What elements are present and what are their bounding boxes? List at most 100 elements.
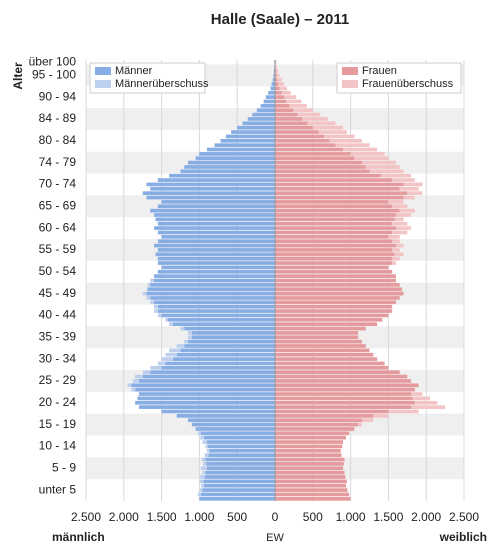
bar-men: [137, 396, 275, 401]
bar-men-surplus: [154, 304, 158, 309]
bar-women: [275, 365, 389, 370]
bar-women: [275, 134, 325, 139]
bar-women: [275, 117, 303, 121]
bar-men: [271, 82, 275, 86]
bar-women: [275, 466, 344, 471]
x-tick-label: 0: [272, 510, 279, 524]
bar-men-surplus: [169, 322, 173, 326]
bar-women: [275, 444, 343, 449]
bar-women-surplus: [343, 147, 378, 152]
bar-men: [206, 147, 275, 152]
bar-men: [150, 296, 275, 300]
y-tick-label: 65 - 69: [39, 198, 77, 212]
y-tick-label: 90 - 94: [39, 89, 77, 103]
bar-women: [275, 462, 344, 466]
bar-women-surplus: [335, 143, 370, 147]
bar-men: [135, 400, 275, 405]
bar-women-surplus: [395, 226, 412, 230]
bar-men-surplus: [188, 335, 192, 340]
bar-women-surplus: [278, 82, 285, 86]
bar-women: [275, 422, 359, 427]
y-tick-label: 60 - 64: [39, 220, 77, 234]
bar-women-surplus: [411, 405, 446, 409]
bar-women: [275, 274, 396, 278]
y-tick-label: 80 - 84: [39, 133, 77, 147]
bar-women: [275, 125, 313, 130]
bar-men: [161, 313, 275, 318]
bar-women-surplus: [302, 117, 328, 121]
bar-women: [275, 230, 393, 235]
bar-men-surplus: [184, 339, 189, 344]
y-tick-label: 74 - 79: [39, 155, 77, 169]
x-tick-label: 2.500: [449, 510, 479, 524]
bar-women: [275, 300, 396, 305]
bar-men: [191, 335, 275, 340]
bar-men: [242, 121, 275, 126]
bar-women: [275, 405, 412, 409]
bar-men: [200, 431, 275, 436]
bar-women-surplus: [369, 169, 404, 174]
bar-women: [275, 248, 393, 252]
bar-women-surplus: [395, 213, 412, 217]
bar-women: [275, 496, 351, 501]
bar-women: [275, 143, 336, 147]
bar-women: [275, 348, 370, 353]
bar-men: [142, 191, 275, 196]
bar-women: [275, 82, 279, 86]
bar-men: [135, 387, 275, 392]
bar-women: [275, 287, 403, 292]
bar-women-surplus: [395, 243, 404, 248]
bar-men: [172, 357, 275, 361]
bar-men: [155, 217, 275, 222]
bar-men: [154, 243, 275, 248]
bar-women: [275, 152, 351, 156]
x-tick-label: 2.000: [411, 510, 441, 524]
bar-men: [150, 370, 275, 375]
bar-men: [167, 317, 275, 322]
bar-men: [199, 496, 275, 501]
bar-women-surplus: [388, 409, 419, 414]
bar-men: [204, 475, 275, 479]
bar-men: [225, 134, 275, 139]
bar-men: [138, 379, 275, 383]
bar-men: [176, 414, 275, 418]
bar-men: [157, 204, 275, 209]
bar-men: [195, 427, 275, 431]
bar-men-surplus: [200, 483, 204, 488]
bar-men-surplus: [135, 374, 143, 379]
legend-label: Frauenüberschuss: [362, 78, 454, 90]
y-tick-label: 10 - 14: [39, 439, 77, 453]
bar-men-surplus: [169, 348, 181, 353]
bar-men: [142, 374, 275, 379]
bar-men: [150, 283, 275, 287]
x-axis-label-center: EW: [266, 532, 284, 544]
bar-men-surplus: [202, 440, 207, 444]
legend-swatch: [342, 67, 358, 75]
bar-women-surplus: [297, 112, 321, 117]
y-tick-label: 5 - 9: [52, 460, 76, 474]
bar-men-surplus: [150, 278, 155, 283]
bar-women-surplus: [279, 86, 288, 91]
bar-men-surplus: [146, 287, 148, 292]
bar-men-surplus: [188, 331, 192, 335]
bar-men: [268, 90, 275, 95]
bar-men-surplus: [200, 488, 203, 492]
y-tick-label: 20 - 24: [39, 395, 77, 409]
bar-women: [275, 191, 408, 196]
bar-men: [146, 291, 275, 296]
bar-women: [275, 200, 389, 204]
bar-women-surplus: [394, 217, 404, 222]
bar-men-surplus: [165, 317, 168, 322]
bar-men-surplus: [146, 296, 151, 300]
bar-women: [275, 414, 374, 418]
bar-women: [275, 352, 374, 357]
bar-women: [275, 409, 389, 414]
bar-women: [275, 291, 404, 296]
bar-women-surplus: [361, 160, 396, 165]
bar-women: [275, 256, 393, 261]
bar-men: [252, 112, 275, 117]
bar-men: [154, 226, 275, 230]
bar-men: [231, 130, 275, 134]
bar-men: [154, 300, 275, 305]
bar-women: [275, 186, 400, 191]
